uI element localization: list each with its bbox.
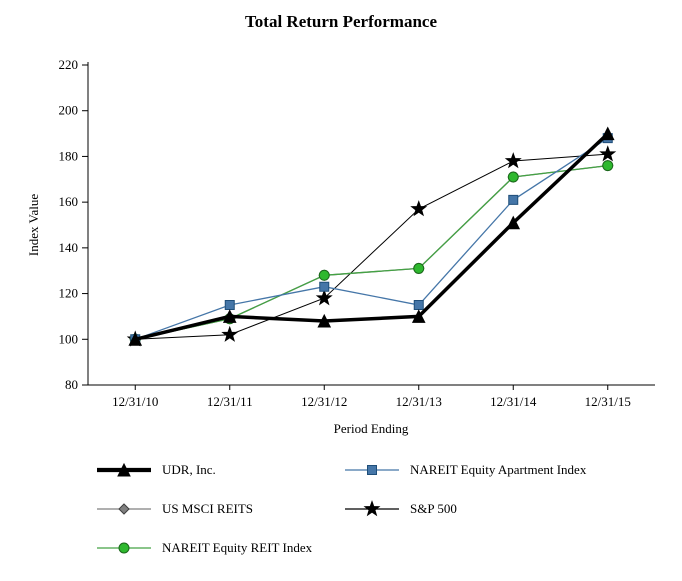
legend-label: S&P 500: [410, 501, 457, 516]
legend-item-4: NAREIT Equity REIT Index: [95, 538, 343, 558]
series-line: [135, 164, 608, 340]
series-4: [129, 160, 614, 345]
y-tick-label: 120: [59, 286, 79, 301]
chart-legend: UDR, Inc. NAREIT Equity Apartment Index US…: [95, 460, 643, 558]
circle-marker: [318, 269, 330, 281]
legend-sample: [345, 500, 399, 517]
y-tick-label: 140: [59, 240, 79, 255]
star-marker: [315, 289, 333, 306]
triangle-marker: [600, 126, 615, 141]
circle-marker: [507, 171, 519, 183]
x-tick-label: 12/31/13: [396, 394, 442, 409]
star-marker: [599, 145, 617, 162]
legend-item-1: NAREIT Equity Apartment Index: [343, 460, 643, 480]
circle-marker: [118, 542, 130, 554]
triangle-marker: [317, 313, 332, 328]
series-0: [128, 126, 615, 346]
y-tick-label: 160: [59, 194, 79, 209]
series-line: [135, 153, 608, 340]
x-axis-title: Period Ending: [334, 421, 409, 436]
y-tick-label: 80: [65, 377, 78, 392]
y-tick-label: 100: [59, 331, 79, 346]
y-axis-title: Index Value: [26, 194, 41, 256]
legend-item-2: US MSCI REITS: [95, 499, 343, 519]
triangle-marker: [222, 309, 237, 323]
circle-marker: [413, 262, 425, 274]
diamond-marker: [118, 503, 130, 515]
triangle-marker: [128, 332, 143, 346]
series-1: [130, 133, 613, 345]
square-marker: [413, 300, 424, 310]
legend-item-0: UDR, Inc.: [95, 460, 343, 480]
y-tick-label: 180: [59, 148, 79, 163]
legend-label: US MSCI REITS: [162, 501, 254, 516]
square-marker: [508, 194, 519, 205]
plot-area: 80 100 120 140 160 180 200 220 12/31/10 12/31/11 1…: [59, 57, 655, 409]
y-tick-label: 220: [59, 57, 79, 72]
legend-item-3: S&P 500: [343, 499, 643, 519]
square-marker: [367, 465, 377, 475]
square-marker: [224, 300, 235, 310]
x-tick-label: 12/31/12: [301, 394, 347, 409]
x-tick-label: 12/31/15: [585, 394, 631, 409]
triangle-marker: [117, 462, 131, 477]
legend-label: UDR, Inc.: [162, 462, 216, 477]
legend-sample: [345, 465, 399, 475]
star-marker: [504, 152, 522, 169]
x-tick-label: 12/31/14: [490, 394, 537, 409]
star-marker: [410, 200, 428, 217]
chart-title: Total Return Performance: [245, 12, 437, 31]
legend-sample: [97, 542, 151, 554]
chart-canvas: Total Return Performance Index Value Per…: [26, 12, 655, 436]
series-line: [134, 132, 610, 342]
star-marker: [221, 325, 239, 342]
legend-label: NAREIT Equity Apartment Index: [410, 462, 587, 477]
legend-label: NAREIT Equity REIT Index: [162, 540, 313, 555]
circle-marker: [602, 160, 614, 172]
square-marker: [319, 281, 330, 292]
series-line: [135, 137, 609, 340]
triangle-marker: [506, 215, 521, 230]
legend-sample: [97, 462, 151, 477]
x-tick-label: 12/31/10: [112, 394, 158, 409]
series-2: [129, 159, 614, 345]
x-tick-label: 12/31/11: [207, 394, 253, 409]
y-tick-label: 200: [59, 103, 79, 118]
triangle-marker: [411, 309, 426, 323]
star-marker: [363, 500, 381, 517]
legend-sample: [97, 503, 151, 515]
